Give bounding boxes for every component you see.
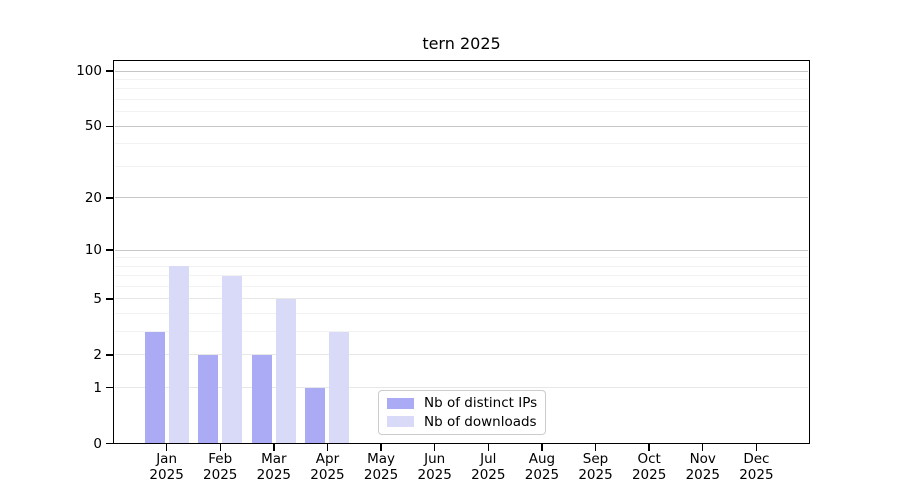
gridline (115, 298, 808, 300)
x-tick-label-month: Sep (582, 451, 609, 467)
x-tick (648, 443, 650, 451)
x-tick (433, 443, 436, 451)
y-tick (105, 125, 114, 127)
legend-swatch-distinct-ips-icon (387, 397, 414, 409)
x-tick (541, 443, 543, 451)
y-tick (105, 386, 114, 389)
x-tick (702, 443, 704, 451)
x-tick-label-year: 2025 (256, 467, 292, 483)
x-tick-label-month: Jul (480, 451, 497, 467)
gridline-minor (115, 257, 808, 259)
x-tick (487, 443, 489, 451)
gridline-minor (115, 165, 808, 167)
x-tick-label-month: Feb (208, 451, 233, 467)
x-tick-label-month: Nov (689, 451, 716, 467)
y-tick-label: 2 (93, 346, 102, 363)
bar-distinct-ips (198, 354, 219, 444)
x-tick-label-year: 2025 (739, 467, 774, 483)
x-tick (219, 443, 221, 451)
gridline-minor (115, 111, 808, 113)
bar-downloads (222, 275, 243, 444)
gridline-minor (115, 275, 808, 277)
gridline-minor (115, 331, 808, 333)
x-tick-label-year: 2025 (149, 467, 184, 483)
x-tick-label-month: Jan (156, 451, 178, 467)
x-tick-label-year: 2025 (685, 467, 720, 483)
gridline-major (115, 249, 808, 251)
y-tick (105, 354, 114, 356)
x-tick-label-month: Mar (261, 451, 287, 467)
gridline-minor (115, 143, 808, 145)
y-tick-label: 50 (84, 118, 102, 135)
y-tick-label: 5 (93, 290, 102, 307)
legend-label: Nb of downloads (424, 413, 537, 430)
bar-downloads (168, 266, 189, 444)
gridline-major (115, 125, 808, 127)
gridline-minor (115, 286, 808, 287)
bar-downloads (329, 331, 350, 444)
x-tick-label-month: Jun (424, 451, 446, 467)
gridline (115, 387, 808, 389)
chart-title: tern 2025 (422, 34, 501, 53)
legend-item-downloads: Nb of downloads (387, 414, 537, 430)
bar-distinct-ips (251, 354, 272, 444)
y-tick (105, 298, 114, 300)
y-tick-label: 0 (93, 435, 102, 452)
gridline-major (115, 70, 808, 72)
x-tick (165, 443, 168, 451)
x-tick (326, 443, 329, 451)
y-tick (105, 249, 114, 251)
x-tick (755, 443, 758, 451)
gridline-minor (115, 88, 808, 90)
y-tick (105, 442, 114, 445)
x-tick-label-month: Dec (743, 451, 770, 467)
y-tick-label: 1 (93, 379, 102, 396)
gridline-minor (115, 79, 808, 81)
x-tick (380, 443, 382, 451)
legend-swatch-downloads-icon (387, 416, 414, 428)
gridline-minor (115, 99, 808, 101)
legend: Nb of distinct IPs Nb of downloads (378, 390, 546, 435)
x-tick-label-month: Apr (315, 451, 340, 467)
bar-distinct-ips (305, 387, 326, 444)
legend-label: Nb of distinct IPs (424, 395, 538, 412)
gridline-minor (115, 313, 808, 315)
x-tick-label-month: May (367, 451, 396, 467)
x-tick-label-year: 2025 (203, 467, 238, 483)
x-tick-label-month: Aug (528, 451, 556, 467)
x-tick-label-year: 2025 (417, 467, 452, 483)
gridline-major (115, 197, 808, 199)
x-tick-label-year: 2025 (578, 467, 613, 483)
x-tick-label-month: Oct (637, 451, 661, 467)
x-tick-label-year: 2025 (524, 467, 560, 483)
y-tick-label: 10 (84, 242, 102, 259)
y-tick (105, 197, 114, 199)
x-tick (594, 443, 597, 451)
x-tick-label-year: 2025 (363, 467, 399, 483)
x-tick-label-year: 2025 (310, 467, 345, 483)
plot-area (113, 60, 810, 444)
x-tick-label-year: 2025 (471, 467, 506, 483)
y-tick (105, 70, 114, 72)
gridline (115, 354, 808, 356)
y-tick-label: 100 (76, 63, 102, 80)
bar-distinct-ips (144, 331, 165, 444)
legend-item-distinct-ips: Nb of distinct IPs (387, 395, 537, 411)
y-tick-label: 20 (84, 189, 102, 206)
x-tick (273, 443, 275, 451)
bar-downloads (275, 298, 296, 444)
x-tick-label-year: 2025 (631, 467, 667, 483)
gridline-minor (115, 265, 808, 267)
